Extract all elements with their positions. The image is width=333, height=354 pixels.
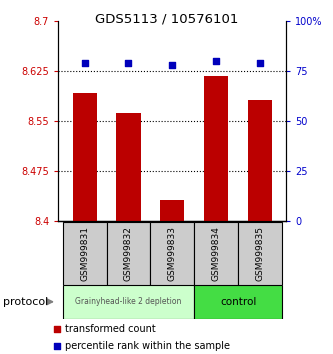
Bar: [63, 222, 107, 285]
Text: Grainyhead-like 2 depletion: Grainyhead-like 2 depletion: [75, 297, 181, 306]
Bar: [204, 76, 228, 221]
Text: GSM999833: GSM999833: [168, 226, 177, 281]
Bar: [73, 93, 97, 221]
Text: GDS5113 / 10576101: GDS5113 / 10576101: [95, 12, 238, 25]
Point: [54, 326, 59, 332]
Text: GSM999835: GSM999835: [255, 226, 264, 281]
Bar: [160, 200, 184, 221]
Text: GSM999834: GSM999834: [212, 226, 221, 281]
Text: transformed count: transformed count: [65, 324, 156, 334]
Bar: [151, 222, 194, 285]
Bar: [238, 222, 282, 285]
Bar: [117, 113, 141, 221]
Text: percentile rank within the sample: percentile rank within the sample: [65, 341, 230, 350]
Bar: [248, 100, 272, 221]
Text: protocol: protocol: [3, 297, 49, 307]
Point: [54, 343, 59, 348]
Bar: [107, 222, 151, 285]
Point: [213, 58, 219, 64]
Point: [126, 61, 131, 66]
Bar: [194, 285, 282, 319]
Bar: [194, 222, 238, 285]
Text: control: control: [220, 297, 256, 307]
Bar: [63, 285, 194, 319]
Point: [257, 61, 263, 66]
Text: GSM999831: GSM999831: [80, 226, 89, 281]
Text: GSM999832: GSM999832: [124, 226, 133, 281]
Point: [170, 62, 175, 68]
Point: [82, 61, 87, 66]
